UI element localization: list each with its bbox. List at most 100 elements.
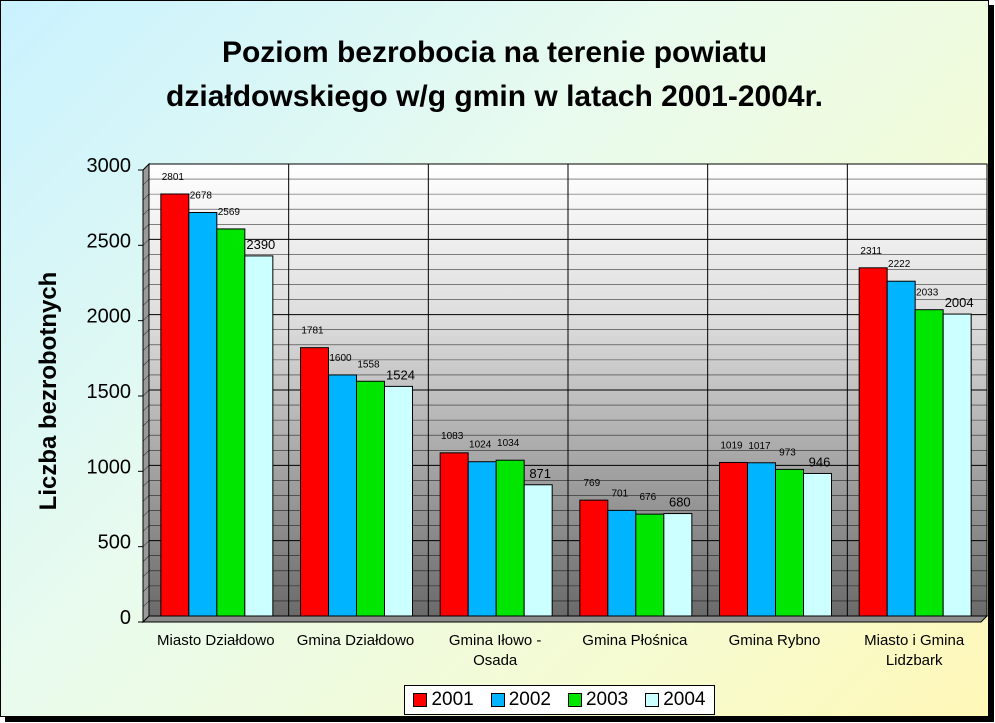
bar-2004 bbox=[663, 513, 693, 617]
y-tick-label: 1000 bbox=[87, 456, 132, 478]
bar-2004 bbox=[803, 472, 832, 617]
x-tick-label: Miasto Działdowo bbox=[157, 632, 275, 649]
gridline-depth bbox=[142, 224, 150, 231]
gridline-depth bbox=[142, 193, 150, 201]
x-tick-label: Miasto i Gmina bbox=[864, 632, 965, 649]
y-tick-label: 500 bbox=[98, 532, 131, 554]
gridline-depth bbox=[142, 465, 150, 472]
data-label-2002: 1024 bbox=[469, 440, 492, 451]
data-label-2004: 871 bbox=[529, 466, 551, 481]
y-tick-label: 0 bbox=[120, 607, 131, 629]
chart-title-line2: działdowskiego w/g gmin w latach 2001-20… bbox=[166, 80, 823, 113]
data-label-2003: 2033 bbox=[916, 288, 939, 299]
gridline-depth bbox=[142, 208, 150, 216]
bar-2001 bbox=[858, 267, 888, 617]
gridline-depth bbox=[142, 540, 150, 547]
data-label-2001: 1781 bbox=[301, 326, 324, 337]
data-label-2002: 2678 bbox=[190, 191, 213, 202]
bar-2003 bbox=[775, 468, 804, 617]
gridline-depth bbox=[142, 314, 150, 321]
legend-label: 2004 bbox=[663, 689, 706, 710]
y-tick-label: 3000 bbox=[87, 155, 132, 177]
legend-item-2003: 2003 bbox=[567, 689, 628, 711]
legend-label: 2001 bbox=[431, 689, 474, 710]
bar-2003 bbox=[914, 309, 944, 617]
y-tick-label: 2500 bbox=[87, 230, 132, 252]
data-label-2001: 769 bbox=[583, 478, 600, 489]
gridline-depth bbox=[142, 329, 150, 336]
gridline-depth bbox=[142, 525, 150, 532]
data-label-2004: 946 bbox=[809, 454, 831, 469]
bar-2002 bbox=[607, 509, 637, 617]
gridline-depth bbox=[142, 254, 150, 261]
gridline-depth bbox=[142, 495, 150, 502]
gridline-depth bbox=[142, 480, 150, 487]
data-label-2003: 2569 bbox=[218, 207, 241, 218]
bar-2002 bbox=[467, 461, 497, 617]
bar-2002 bbox=[188, 212, 218, 617]
legend-label: 2002 bbox=[508, 689, 552, 710]
gridline-depth bbox=[142, 344, 150, 352]
bar-2004 bbox=[384, 385, 413, 617]
gridline-depth bbox=[142, 284, 150, 291]
data-label-2002: 1600 bbox=[329, 353, 352, 364]
data-label-2002: 2222 bbox=[888, 259, 911, 270]
bar-2002 bbox=[886, 280, 916, 617]
legend-swatch bbox=[490, 693, 505, 707]
bar-2002 bbox=[747, 462, 776, 617]
gridline-depth bbox=[142, 178, 150, 186]
bar-2001 bbox=[719, 461, 748, 617]
x-tick-label: Lidzbark bbox=[886, 652, 943, 669]
data-label-2004: 1524 bbox=[386, 367, 415, 382]
bar-2003 bbox=[635, 513, 665, 617]
bar-2004 bbox=[942, 313, 972, 617]
data-label-2003: 1034 bbox=[497, 438, 520, 449]
gridline-depth bbox=[142, 299, 150, 306]
bar-2001 bbox=[579, 499, 609, 617]
x-tick-label: Gmina Działdowo bbox=[297, 632, 415, 649]
gridline-depth bbox=[142, 555, 150, 562]
gridline-depth bbox=[142, 359, 150, 367]
gridline-depth bbox=[142, 570, 150, 578]
gridline-depth bbox=[142, 434, 150, 442]
gridline-depth bbox=[142, 450, 150, 457]
gridline-depth bbox=[142, 404, 150, 412]
gridline-depth bbox=[142, 419, 150, 427]
data-label-2004: 2004 bbox=[945, 295, 974, 310]
bar-2001 bbox=[160, 193, 190, 617]
data-label-2001: 2311 bbox=[860, 246, 882, 257]
legend-item-2001: 2001 bbox=[413, 689, 474, 711]
gridline-depth bbox=[142, 269, 150, 276]
gridline-depth bbox=[142, 389, 150, 397]
data-label-2003: 973 bbox=[779, 447, 796, 458]
data-label-2004: 2390 bbox=[246, 237, 275, 252]
bar-2001 bbox=[439, 452, 469, 617]
bar-2003 bbox=[495, 459, 525, 617]
y-tick-label: 1500 bbox=[87, 381, 132, 403]
legend-item-2002: 2002 bbox=[490, 689, 552, 711]
bar-2003 bbox=[216, 228, 246, 617]
y-tick-label: 2000 bbox=[87, 306, 132, 328]
bar-2001 bbox=[300, 347, 329, 617]
legend-swatch bbox=[645, 693, 660, 707]
data-label-2003: 1558 bbox=[357, 359, 380, 370]
chart-title-line1: Poziom bezrobocia na terenie powiatu bbox=[221, 36, 768, 69]
x-tick-label: Osada bbox=[473, 652, 518, 669]
bar-2003 bbox=[356, 380, 385, 617]
legend-swatch bbox=[413, 693, 428, 707]
data-label-2004: 680 bbox=[669, 495, 691, 510]
chart-title: Poziom bezrobocia na terenie powiatu dzi… bbox=[1, 31, 988, 119]
data-label-2001: 1019 bbox=[720, 440, 743, 451]
bar-2004 bbox=[523, 484, 553, 617]
data-label-2003: 676 bbox=[639, 492, 656, 503]
data-label-2002: 1017 bbox=[748, 441, 771, 452]
gridline-depth bbox=[142, 510, 150, 517]
x-tick-label: Gmina Płośnica bbox=[582, 632, 688, 649]
bar-2004 bbox=[244, 255, 274, 617]
gridline-depth bbox=[142, 374, 150, 382]
legend-swatch bbox=[567, 693, 582, 707]
legend-item-2004: 2004 bbox=[645, 689, 706, 711]
gridline-depth bbox=[142, 239, 150, 246]
